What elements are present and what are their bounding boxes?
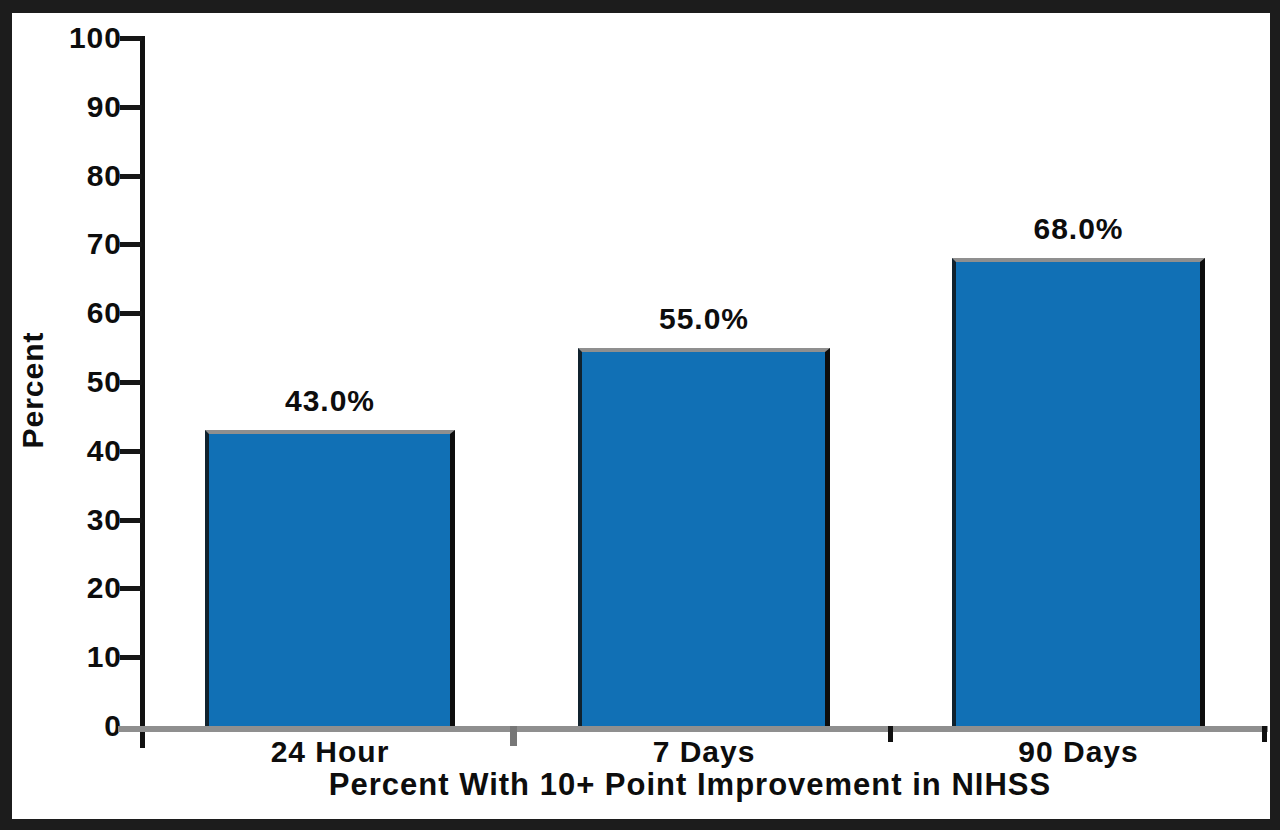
x-axis-title: Percent With 10+ Point Improvement in NI… bbox=[100, 768, 1280, 802]
bar-value-label: 55.0% bbox=[578, 302, 830, 336]
y-tick-mark bbox=[120, 36, 142, 41]
y-tick-label: 80 bbox=[30, 161, 122, 191]
y-axis-line bbox=[140, 36, 145, 748]
y-tick-label: 40 bbox=[30, 436, 122, 466]
y-tick-mark bbox=[120, 174, 142, 179]
x-category-label: 90 Days bbox=[912, 736, 1245, 768]
bar-value-label: 68.0% bbox=[952, 212, 1205, 246]
y-tick-label: 20 bbox=[30, 573, 122, 603]
y-tick-label: 100 bbox=[30, 23, 122, 53]
bar-7-days bbox=[578, 348, 830, 726]
x-category-label: 7 Days bbox=[538, 736, 870, 768]
bar-value-label: 43.0% bbox=[205, 384, 455, 418]
y-tick-mark bbox=[120, 380, 142, 385]
y-tick-mark bbox=[120, 518, 142, 523]
y-tick-mark bbox=[120, 311, 142, 316]
figure-frame: Percent 0102030405060708090100 43.0%55.0… bbox=[0, 0, 1280, 830]
y-tick-label: 0 bbox=[30, 711, 122, 741]
y-tick-label: 70 bbox=[30, 229, 122, 259]
x-tick-mark bbox=[888, 726, 893, 742]
y-tick-label: 90 bbox=[30, 92, 122, 122]
y-tick-label: 30 bbox=[30, 505, 122, 535]
y-tick-mark bbox=[120, 242, 142, 247]
y-tick-label: 50 bbox=[30, 367, 122, 397]
x-axis-line bbox=[118, 726, 1268, 732]
y-tick-label: 60 bbox=[30, 298, 122, 328]
x-category-label: 24 Hour bbox=[165, 736, 495, 768]
y-tick-mark bbox=[120, 586, 142, 591]
x-tick-mark bbox=[1262, 726, 1267, 742]
y-tick-mark bbox=[120, 449, 142, 454]
bar-90-days bbox=[952, 258, 1205, 726]
bar-24-hour bbox=[205, 430, 455, 726]
y-tick-mark bbox=[120, 655, 142, 660]
x-tick-mark bbox=[510, 726, 517, 746]
y-tick-label: 10 bbox=[30, 642, 122, 672]
y-tick-mark bbox=[120, 105, 142, 110]
